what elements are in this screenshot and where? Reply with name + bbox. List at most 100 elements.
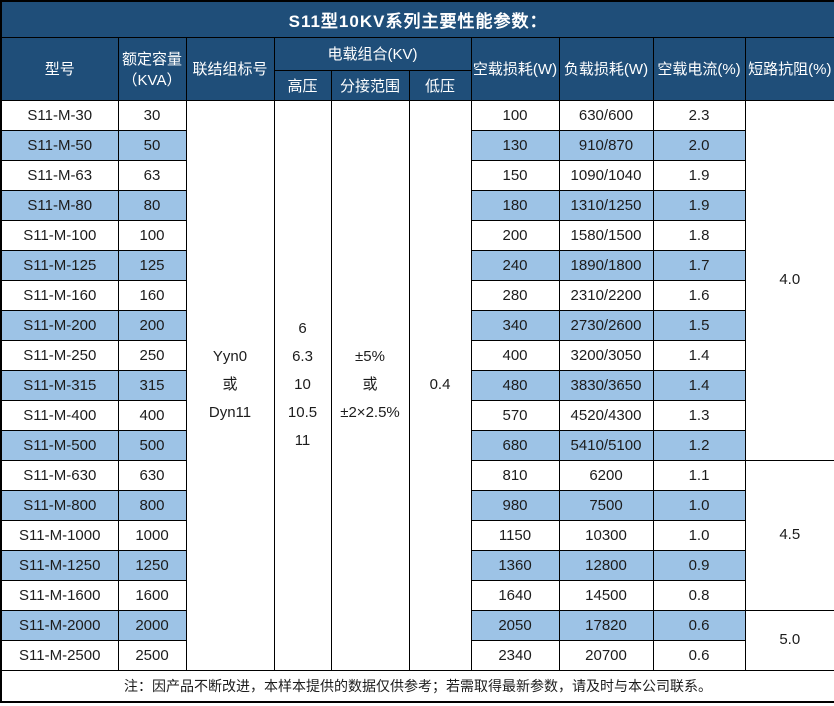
capacity-cell: 500 bbox=[117, 429, 187, 461]
load-loss-cell: 3200/3050 bbox=[558, 339, 654, 371]
no-load-loss-cell: 100 bbox=[470, 99, 560, 131]
table-row: S11-M-2000 2000 2050 17820 0.6 5.0 bbox=[0, 609, 834, 671]
capacity-cell: 250 bbox=[117, 339, 187, 371]
load-loss-cell: 630/600 bbox=[558, 99, 654, 131]
model-cell: S11-M-50 bbox=[0, 129, 119, 161]
capacity-cell: 50 bbox=[117, 129, 187, 161]
no-load-current-cell: 0.8 bbox=[652, 579, 746, 611]
model-cell: S11-M-63 bbox=[0, 159, 119, 191]
col-header-capacity-line1: 额定容量 bbox=[121, 50, 182, 68]
no-load-current-cell: 1.7 bbox=[652, 249, 746, 281]
model-cell: S11-M-100 bbox=[0, 219, 119, 251]
title-row: S11型10KV系列主要性能参数： bbox=[0, 0, 834, 38]
no-load-current-cell: 1.3 bbox=[652, 399, 746, 431]
col-header-load-loss: 负载损耗(W) bbox=[558, 36, 654, 101]
load-loss-cell: 2310/2200 bbox=[558, 279, 654, 311]
no-load-current-cell: 1.9 bbox=[652, 159, 746, 191]
cell-line: 或 bbox=[222, 376, 238, 393]
note-row: 注：因产品不断改进，本样本提供的数据仅供参考；若需取得最新参数，请及时与本公司联… bbox=[0, 669, 834, 703]
model-cell: S11-M-400 bbox=[0, 399, 119, 431]
no-load-loss-cell: 240 bbox=[470, 249, 560, 281]
capacity-cell: 30 bbox=[117, 99, 187, 131]
cell-line: ±5% bbox=[355, 348, 385, 365]
model-cell: S11-M-200 bbox=[0, 309, 119, 341]
connection-group-cell: Yyn0 或 Dyn11 bbox=[185, 99, 275, 671]
no-load-loss-cell: 340 bbox=[470, 309, 560, 341]
capacity-cell: 63 bbox=[117, 159, 187, 191]
load-loss-cell: 910/870 bbox=[558, 129, 654, 161]
cell-line: 或 bbox=[362, 376, 378, 393]
cell-line: 10.5 bbox=[287, 404, 318, 421]
model-cell: S11-M-800 bbox=[0, 489, 119, 521]
col-header-no-load-loss: 空载损耗(W) bbox=[470, 36, 560, 101]
table-row: S11-M-1600 1600 1640 14500 0.8 bbox=[0, 579, 834, 611]
table-row: S11-M-63 63 150 1090/1040 1.9 bbox=[0, 159, 834, 191]
no-load-loss-cell: 680 bbox=[470, 429, 560, 461]
model-cell: S11-M-80 bbox=[0, 189, 119, 221]
capacity-cell: 100 bbox=[117, 219, 187, 251]
cell-line: Dyn11 bbox=[208, 404, 252, 421]
no-load-current-cell: 0.9 bbox=[652, 549, 746, 581]
lv-cell: 0.4 bbox=[408, 99, 472, 671]
col-header-voltage-group: 电载组合(KV) bbox=[273, 36, 472, 71]
model-cell: S11-M-2500 bbox=[0, 639, 119, 671]
table-row: S11-M-800 800 980 7500 1.0 bbox=[0, 489, 834, 521]
capacity-cell: 400 bbox=[117, 399, 187, 431]
capacity-cell: 160 bbox=[117, 279, 187, 311]
table-row: S11-M-500 500 680 5410/5100 1.2 bbox=[0, 429, 834, 461]
impedance-cell: 5.0 bbox=[744, 609, 834, 671]
table-row: S11-M-200 200 340 2730/2600 1.5 bbox=[0, 309, 834, 341]
no-load-loss-cell: 180 bbox=[470, 189, 560, 221]
load-loss-cell: 10300 bbox=[558, 519, 654, 551]
model-cell: S11-M-125 bbox=[0, 249, 119, 281]
col-header-model: 型号 bbox=[0, 36, 119, 101]
capacity-cell: 315 bbox=[117, 369, 187, 401]
capacity-cell: 2500 bbox=[117, 639, 187, 671]
col-header-connection: 联结组标号 bbox=[185, 36, 275, 101]
no-load-loss-cell: 150 bbox=[470, 159, 560, 191]
no-load-current-cell: 1.8 bbox=[652, 219, 746, 251]
load-loss-cell: 17820 bbox=[558, 609, 654, 641]
table-row: S11-M-1250 1250 1360 12800 0.9 bbox=[0, 549, 834, 581]
capacity-cell: 2000 bbox=[117, 609, 187, 641]
no-load-current-cell: 1.5 bbox=[652, 309, 746, 341]
col-header-no-load-current: 空载电流(%) bbox=[652, 36, 746, 101]
capacity-cell: 200 bbox=[117, 309, 187, 341]
no-load-current-cell: 1.1 bbox=[652, 459, 746, 491]
model-cell: S11-M-630 bbox=[0, 459, 119, 491]
table-row: S11-M-2500 2500 2340 20700 0.6 bbox=[0, 639, 834, 671]
no-load-current-cell: 1.4 bbox=[652, 339, 746, 371]
no-load-current-cell: 1.6 bbox=[652, 279, 746, 311]
cell-line: 6.3 bbox=[292, 348, 313, 365]
impedance-cell: 4.0 bbox=[744, 99, 834, 461]
no-load-current-cell: 1.4 bbox=[652, 369, 746, 401]
model-cell: S11-M-500 bbox=[0, 429, 119, 461]
table-row: S11-M-315 315 480 3830/3650 1.4 bbox=[0, 369, 834, 401]
load-loss-cell: 6200 bbox=[558, 459, 654, 491]
load-loss-cell: 1890/1800 bbox=[558, 249, 654, 281]
model-cell: S11-M-315 bbox=[0, 369, 119, 401]
capacity-cell: 80 bbox=[117, 189, 187, 221]
cell-line: 11 bbox=[294, 432, 311, 449]
page-title: S11型10KV系列主要性能参数： bbox=[0, 0, 834, 38]
col-header-impedance: 短路抗阻(%) bbox=[744, 36, 834, 101]
no-load-loss-cell: 400 bbox=[470, 339, 560, 371]
no-load-loss-cell: 1150 bbox=[470, 519, 560, 551]
no-load-current-cell: 1.2 bbox=[652, 429, 746, 461]
cell-line: Yyn0 bbox=[212, 348, 248, 365]
col-header-hv: 高压 bbox=[273, 69, 332, 101]
load-loss-cell: 1090/1040 bbox=[558, 159, 654, 191]
col-header-tap-range: 分接范围 bbox=[330, 69, 410, 101]
cell-line: ±2×2.5% bbox=[340, 404, 400, 421]
footer-note: 注：因产品不断改进，本样本提供的数据仅供参考；若需取得最新参数，请及时与本公司联… bbox=[0, 669, 834, 703]
model-cell: S11-M-30 bbox=[0, 99, 119, 131]
load-loss-cell: 12800 bbox=[558, 549, 654, 581]
table-row: S11-M-630 630 810 6200 1.1 4.5 bbox=[0, 459, 834, 611]
tap-range-cell: ±5% 或 ±2×2.5% bbox=[330, 99, 410, 671]
model-cell: S11-M-1250 bbox=[0, 549, 119, 581]
no-load-current-cell: 0.6 bbox=[652, 639, 746, 671]
no-load-loss-cell: 130 bbox=[470, 129, 560, 161]
no-load-current-cell: 1.9 bbox=[652, 189, 746, 221]
table-row: S11-M-125 125 240 1890/1800 1.7 bbox=[0, 249, 834, 281]
